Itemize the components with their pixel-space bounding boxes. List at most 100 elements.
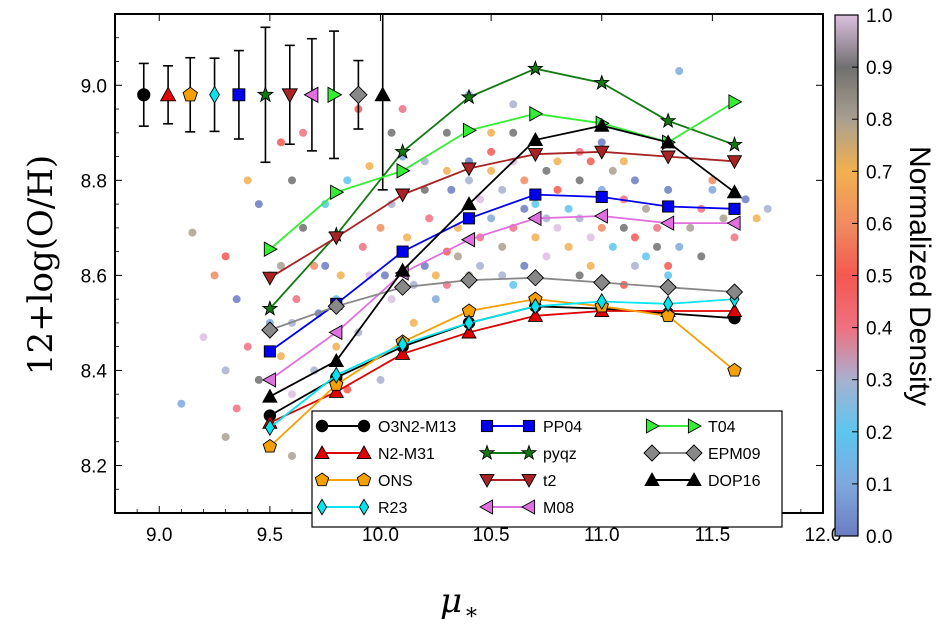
data-point xyxy=(462,212,476,225)
data-point xyxy=(728,94,743,110)
data-point xyxy=(593,273,611,292)
background-point xyxy=(442,166,451,175)
error-bar-marker xyxy=(374,86,391,102)
background-point xyxy=(232,404,241,413)
colorbar-tick-label: 0.2 xyxy=(866,423,892,444)
legend-marker xyxy=(478,444,496,461)
data-point xyxy=(328,231,345,246)
background-point xyxy=(431,271,440,280)
series-line xyxy=(269,310,735,424)
background-point xyxy=(520,261,529,270)
x-tick-label: 11.5 xyxy=(695,525,731,546)
data-point xyxy=(660,308,676,322)
error-bar-marker xyxy=(232,88,246,102)
background-point xyxy=(376,375,385,384)
background-point xyxy=(697,204,706,213)
legend-entry: R23 xyxy=(316,498,407,517)
y-tick-label: 8.6 xyxy=(81,266,107,287)
background-point xyxy=(453,252,462,261)
background-point xyxy=(232,295,241,304)
error-bar-marker xyxy=(159,86,177,102)
data-point xyxy=(328,352,345,367)
x-tick-label: 11.0 xyxy=(584,525,620,546)
background-point xyxy=(188,228,197,237)
colorbar-tick-label: 1.0 xyxy=(866,6,892,27)
legend-marker xyxy=(357,419,371,433)
colorbar-tick-label: 0.0 xyxy=(866,527,892,548)
colorbar-title: Normalized Density xyxy=(903,146,936,406)
data-point xyxy=(728,202,741,215)
data-point xyxy=(394,262,411,277)
background-point xyxy=(498,185,507,194)
data-point xyxy=(527,131,544,146)
y-tick-label: 9.0 xyxy=(81,76,107,97)
background-point xyxy=(708,185,717,194)
background-point xyxy=(619,157,628,166)
background-point xyxy=(630,176,639,185)
background-point xyxy=(431,295,440,304)
background-point xyxy=(553,157,562,166)
x-axis-title: μ xyxy=(440,581,462,621)
data-point xyxy=(726,135,743,152)
background-point xyxy=(664,185,673,194)
background-point xyxy=(276,352,285,361)
legend-label: ONS xyxy=(378,473,413,490)
background-point xyxy=(177,399,186,408)
series-line xyxy=(269,67,735,310)
background-point xyxy=(343,176,352,185)
background-point xyxy=(564,242,573,251)
background-point xyxy=(387,295,396,304)
colorbar-tick-label: 0.5 xyxy=(866,267,892,288)
legend-marker xyxy=(520,444,538,461)
legend-label: EPM09 xyxy=(708,446,761,463)
x-tick-label: 9.0 xyxy=(146,525,172,546)
background-point xyxy=(520,204,529,213)
data-point xyxy=(328,324,343,341)
legend-label: N2-M31 xyxy=(378,446,435,463)
background-point xyxy=(487,214,496,223)
background-point xyxy=(642,252,650,261)
data-point xyxy=(396,245,409,258)
data-point xyxy=(527,307,544,322)
background-point xyxy=(675,242,684,251)
background-point xyxy=(310,261,319,270)
background-point xyxy=(288,451,296,460)
data-point xyxy=(261,372,276,388)
legend-marker xyxy=(686,472,702,487)
data-point xyxy=(394,345,411,360)
data-point xyxy=(262,438,278,453)
background-point xyxy=(210,271,219,280)
data-point xyxy=(659,278,677,296)
background-point xyxy=(221,432,230,441)
background-point xyxy=(553,223,562,232)
data-point xyxy=(263,241,278,257)
data-point xyxy=(461,162,477,177)
background-point xyxy=(498,242,507,251)
data-point xyxy=(397,335,408,353)
background-point xyxy=(487,128,496,137)
error-bar-marker xyxy=(209,85,220,104)
legend-marker xyxy=(685,444,703,462)
background-point xyxy=(697,252,706,261)
background-point xyxy=(653,223,662,232)
data-point xyxy=(726,215,741,231)
data-point xyxy=(527,210,542,227)
background-point xyxy=(719,214,728,223)
legend-marker xyxy=(522,419,536,433)
data-point xyxy=(393,278,412,296)
background-point xyxy=(487,147,496,156)
background-point xyxy=(619,223,628,232)
background-point xyxy=(465,176,473,185)
colorbar-tick-label: 0.9 xyxy=(866,58,892,79)
data-point xyxy=(527,59,544,76)
x-tick-label: 9.5 xyxy=(257,525,283,546)
legend-entry: T04 xyxy=(645,418,736,436)
background-point xyxy=(276,261,285,270)
background-point xyxy=(642,204,650,213)
background-point xyxy=(597,223,606,232)
data-point xyxy=(596,292,607,311)
background-point xyxy=(380,271,389,280)
data-point xyxy=(529,106,544,122)
background-point xyxy=(365,271,374,280)
